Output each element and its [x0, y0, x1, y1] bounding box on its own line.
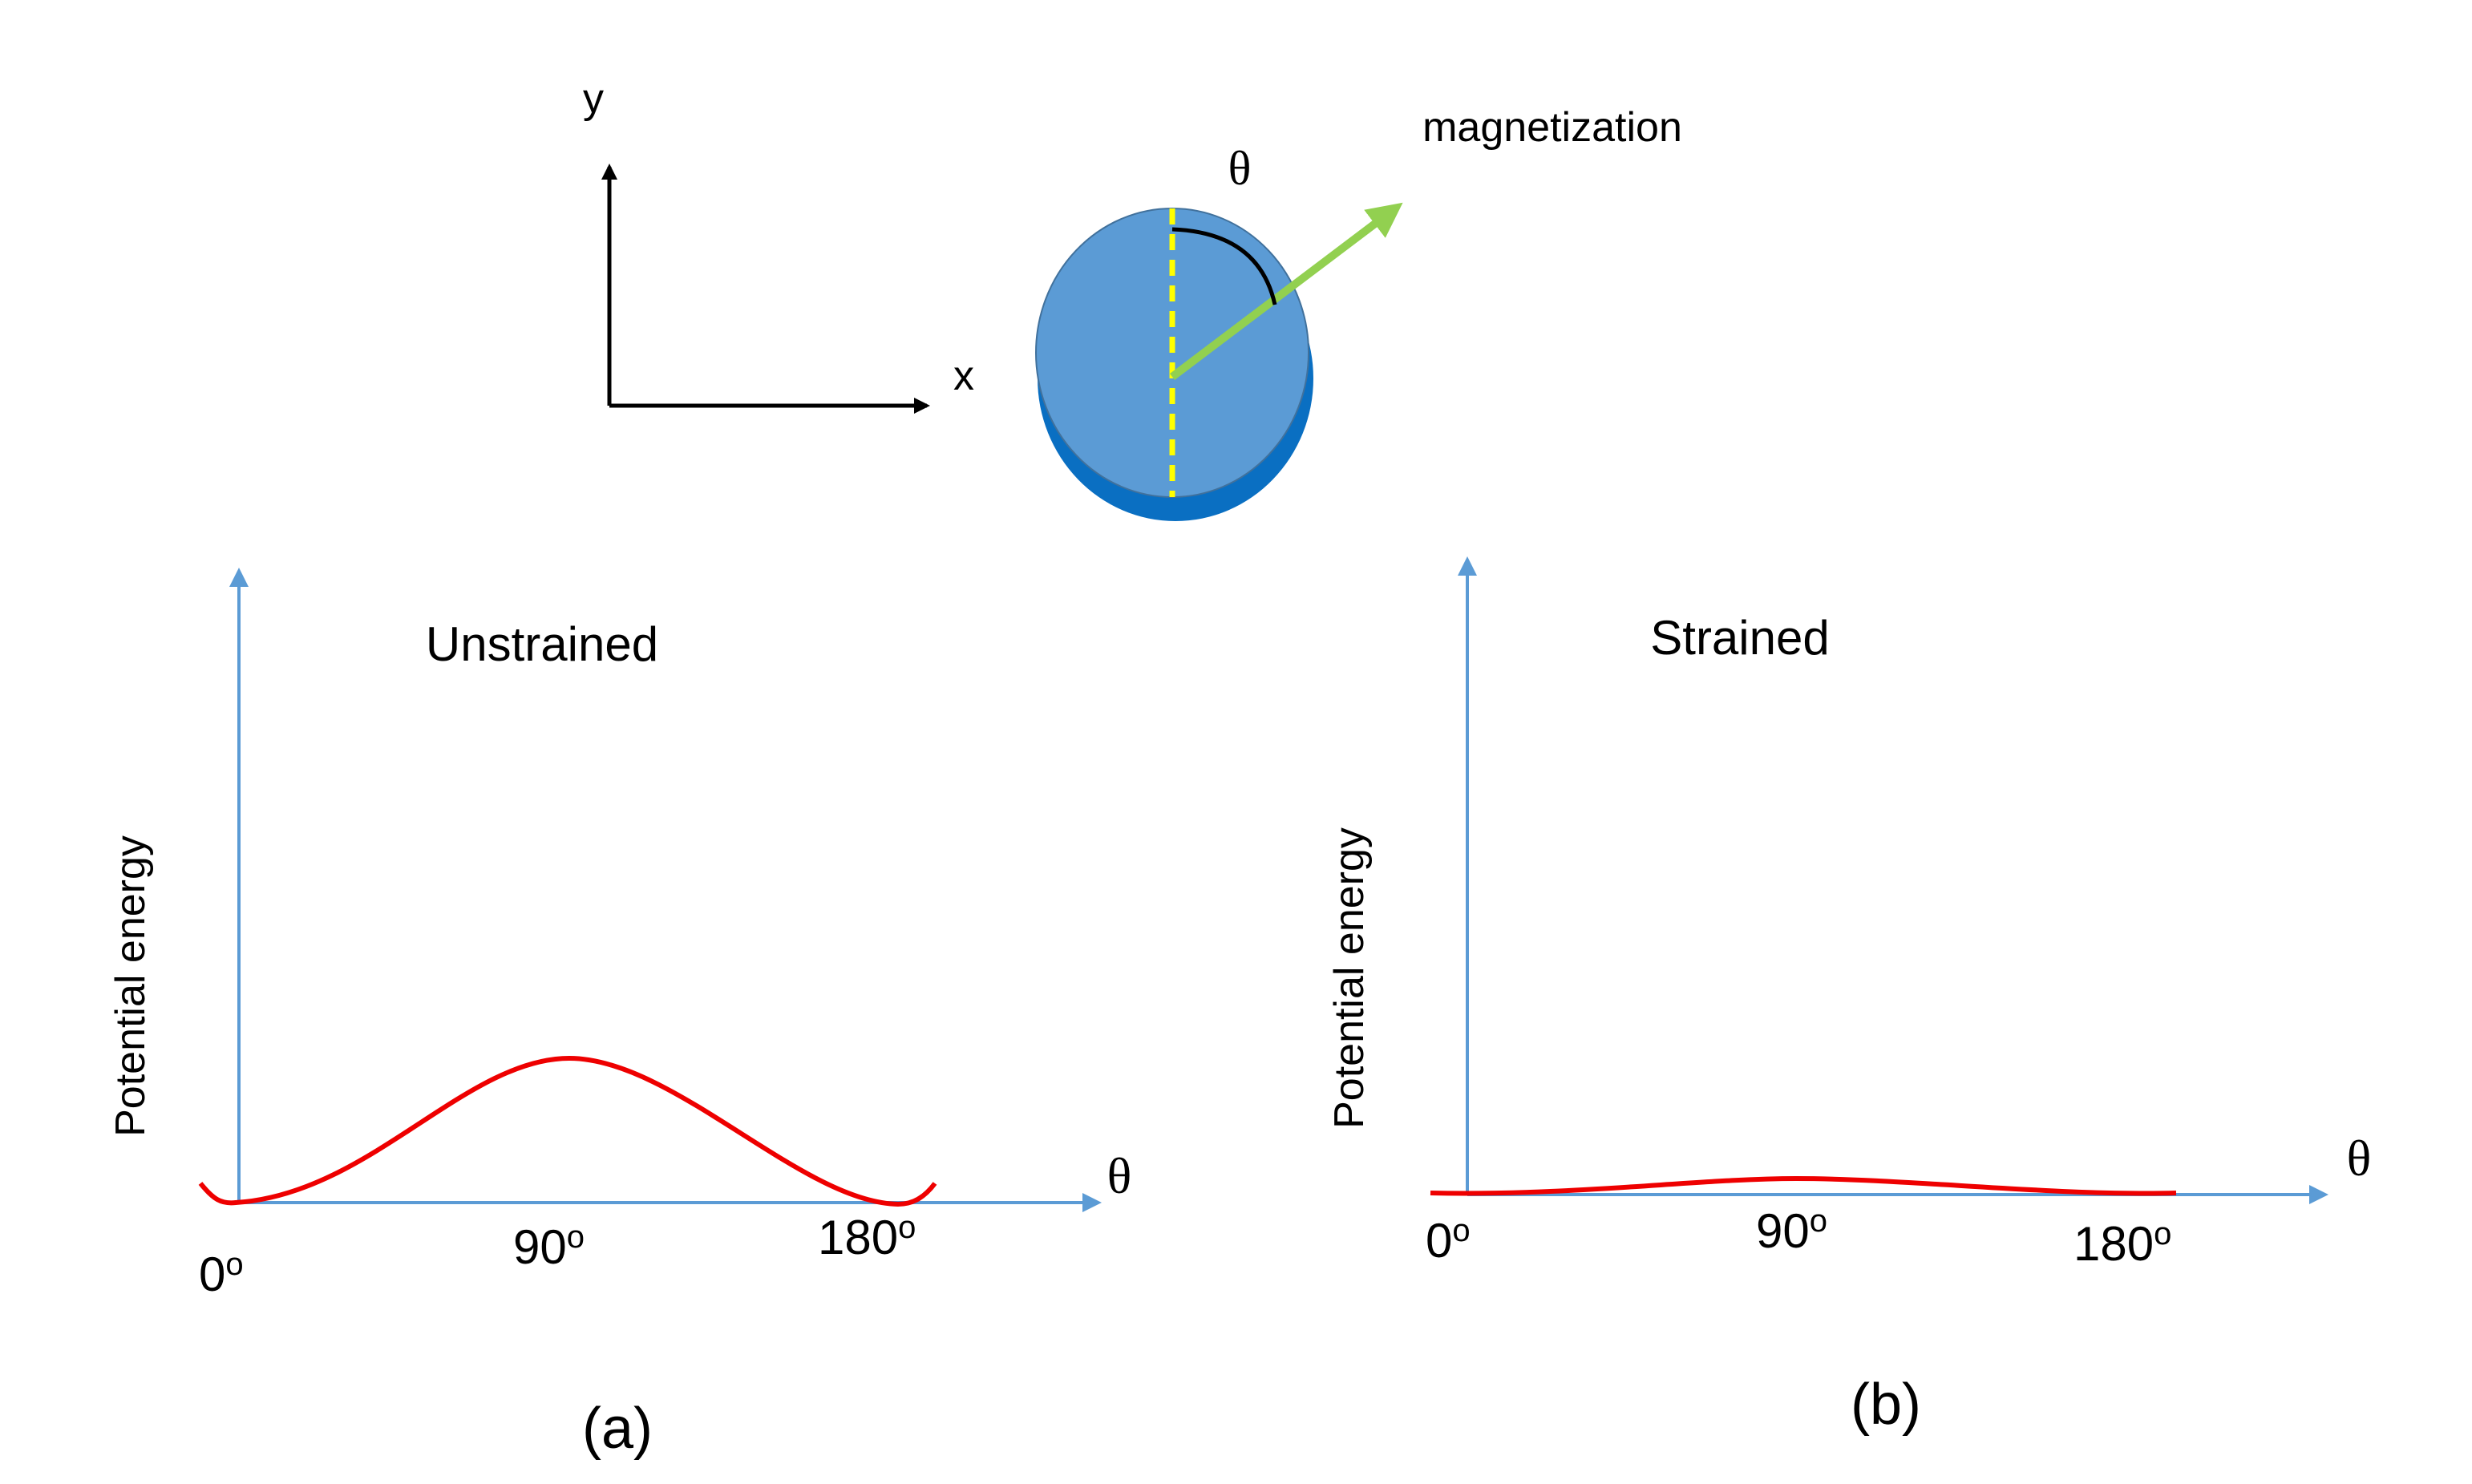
tick-label: 0o [1426, 1213, 1471, 1268]
panel-title: Strained [1650, 611, 1829, 665]
caption: (b) [1851, 1373, 1921, 1437]
tick-label: 90o [513, 1219, 585, 1274]
tick-label: 90o [1756, 1203, 1827, 1258]
x-label: x [953, 353, 974, 399]
y-axis-label: Potential energy [107, 835, 154, 1137]
panel-title: Unstrained [426, 617, 658, 671]
disk: θ magnetization [1035, 104, 1682, 521]
tick-label: 0o [199, 1247, 244, 1301]
tick-label: 180o [2073, 1216, 2171, 1271]
panel-b: Strained Potential energy θ 0o 90o 180o … [1326, 556, 2372, 1437]
x-axis-label: θ [2347, 1130, 2372, 1187]
arrow-label: magnetization [1422, 104, 1682, 151]
panel-a: Unstrained Potential energy θ 0o 90o 180… [107, 568, 1132, 1461]
x-axis-label: θ [1107, 1147, 1132, 1204]
angle-label: θ [1228, 142, 1252, 195]
coordinate-axes: y x [583, 75, 974, 414]
y-label: y [583, 75, 604, 122]
caption: (a) [582, 1397, 653, 1461]
tick-label: 180o [818, 1210, 916, 1264]
y-axis-label: Potential energy [1326, 827, 1373, 1129]
